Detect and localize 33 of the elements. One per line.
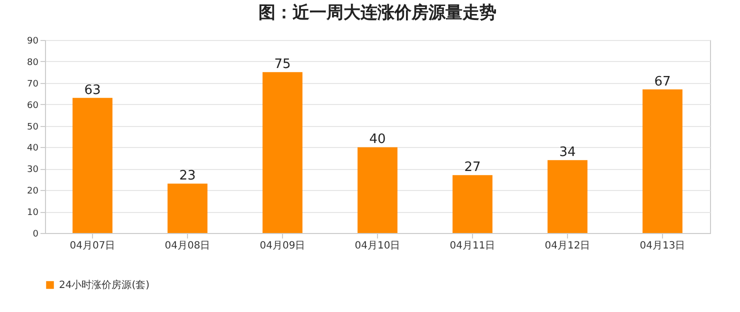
x-tick-label: 04月10日 bbox=[354, 240, 400, 252]
y-tick-label: 10 bbox=[27, 208, 39, 218]
y-tick-label: 80 bbox=[27, 58, 39, 68]
y-tick-label: 20 bbox=[27, 186, 39, 197]
bar bbox=[168, 184, 208, 233]
x-tick-label: 04月08日 bbox=[164, 240, 210, 252]
data-label: 63 bbox=[84, 82, 101, 98]
bar bbox=[548, 160, 588, 233]
bar bbox=[452, 175, 492, 233]
y-tick-label: 50 bbox=[27, 122, 39, 132]
x-tick-label: 04月07日 bbox=[70, 240, 116, 252]
x-tick-label: 04月11日 bbox=[450, 240, 496, 252]
bar bbox=[262, 72, 302, 233]
bar bbox=[72, 98, 112, 233]
y-tick-label: 40 bbox=[27, 144, 39, 154]
x-tick-label: 04月12日 bbox=[544, 240, 590, 252]
y-tick-label: 0 bbox=[32, 230, 39, 240]
data-label: 23 bbox=[179, 168, 196, 184]
data-label: 40 bbox=[369, 132, 386, 148]
bar bbox=[358, 147, 398, 233]
data-label: 67 bbox=[654, 74, 671, 90]
x-tick-label: 04月09日 bbox=[260, 240, 306, 252]
x-tick-label: 04月13日 bbox=[640, 240, 686, 252]
data-label: 34 bbox=[559, 145, 576, 160]
y-tick-label: 30 bbox=[27, 165, 39, 176]
data-label: 27 bbox=[464, 160, 481, 176]
chart-title: 图：近一周大连涨价房源量走势 bbox=[258, 3, 496, 23]
y-tick-label: 90 bbox=[27, 36, 39, 46]
legend-label: 24小时涨价房源(套) bbox=[59, 279, 150, 291]
bar bbox=[642, 89, 682, 233]
y-tick-label: 70 bbox=[27, 79, 39, 90]
data-label: 75 bbox=[274, 57, 291, 72]
y-tick-label: 60 bbox=[27, 100, 39, 111]
